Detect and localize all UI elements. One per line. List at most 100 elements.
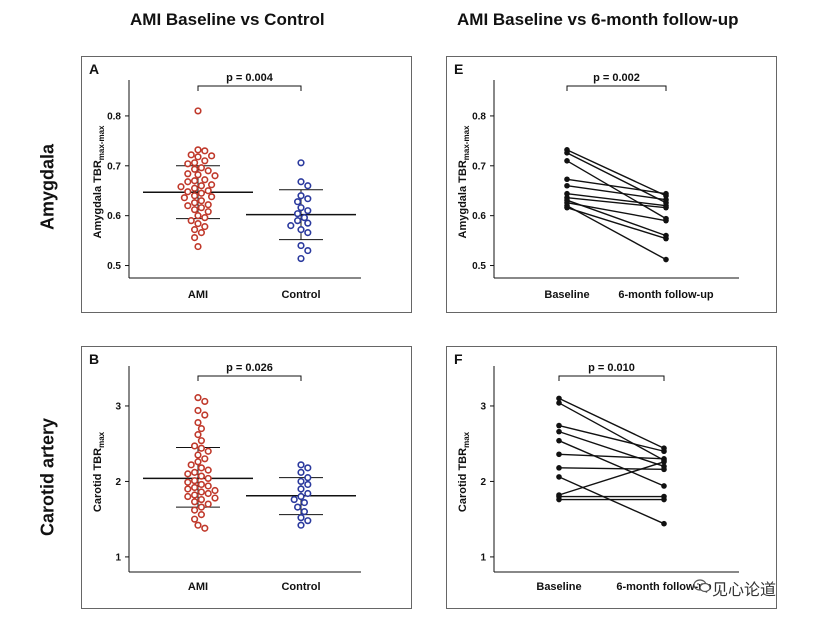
control-data-point xyxy=(297,192,305,200)
ami-data-point xyxy=(211,494,219,502)
y-axis-label: Carotid TBRmax xyxy=(92,431,106,512)
wechat-icon xyxy=(693,579,711,593)
ami-data-point xyxy=(194,521,202,529)
y-tick-label: 0.5 xyxy=(472,261,486,272)
ami-data-point xyxy=(208,193,216,201)
paired-line xyxy=(558,424,665,452)
ami-data-point xyxy=(197,164,205,172)
watermark-text: 见心论道 xyxy=(712,582,777,599)
ami-data-point xyxy=(197,229,205,237)
followup-data-point xyxy=(663,217,669,224)
ami-data-point xyxy=(197,437,205,445)
paired-line xyxy=(566,207,667,240)
ami-data-point xyxy=(184,178,192,186)
control-data-point xyxy=(304,480,312,489)
control-data-point xyxy=(297,178,305,186)
followup-data-point xyxy=(663,196,669,203)
control-data-point xyxy=(297,521,305,529)
panel-e-frame xyxy=(446,56,777,313)
ami-data-point xyxy=(180,194,188,202)
ami-data-point xyxy=(211,172,219,180)
y-axis-label: Amygdala TBRmax-max xyxy=(92,125,106,238)
control-data-point xyxy=(297,461,305,469)
ami-data-point xyxy=(197,197,205,205)
ami-data-point xyxy=(197,511,205,519)
y-axis-label-main: Amygdala TBR xyxy=(92,160,104,238)
x-category-label: Baseline xyxy=(536,581,581,593)
ami-data-point xyxy=(204,474,212,483)
x-category-label: AMI xyxy=(188,289,208,301)
ami-data-point xyxy=(194,394,202,402)
y-axis-label-subscript: max xyxy=(462,431,471,448)
ami-data-point xyxy=(201,397,209,406)
ami-data-point xyxy=(204,500,212,508)
y-tick-label: 2 xyxy=(480,477,486,488)
paired-line xyxy=(566,205,667,261)
ami-data-point xyxy=(187,461,195,469)
ami-data-point xyxy=(184,188,192,196)
panel-f-chart: F 1 2 3 Carotid TBRmax Baseline 6-month follow… xyxy=(454,351,739,593)
panel-b-frame xyxy=(81,346,412,609)
ami-data-point xyxy=(204,187,212,195)
panel-letter-e: E xyxy=(454,61,463,77)
ami-data-point xyxy=(204,466,212,474)
control-data-point xyxy=(300,508,308,516)
y-tick-label: 1 xyxy=(115,552,121,563)
panel-b-chart: B 1 2 3 Carotid TBRmax AMI Control p = 0.026 xyxy=(89,351,361,593)
y-tick-label: 0.6 xyxy=(472,211,486,222)
ami-data-point xyxy=(190,491,199,499)
p-value-label: p = 0.004 xyxy=(226,72,274,84)
control-data-point xyxy=(300,498,308,507)
followup-data-point xyxy=(661,466,667,473)
baseline-data-point xyxy=(556,428,562,435)
ami-data-point xyxy=(197,182,205,190)
ami-data-point xyxy=(208,152,216,160)
baseline-data-point xyxy=(556,474,562,480)
ami-data-point xyxy=(190,199,199,207)
paired-line xyxy=(566,149,667,197)
ami-data-point xyxy=(197,204,205,212)
ami-data-point xyxy=(197,495,205,504)
baseline-data-point xyxy=(556,496,562,503)
ami-data-point xyxy=(194,418,202,427)
p-value-label: p = 0.002 xyxy=(593,72,640,84)
x-category-label: Baseline xyxy=(544,289,589,301)
ami-data-point xyxy=(211,486,219,495)
ami-data-point xyxy=(177,183,185,191)
ami-data-point xyxy=(184,160,192,168)
ami-data-point xyxy=(204,447,212,455)
baseline-data-point xyxy=(556,451,562,458)
control-data-point xyxy=(297,204,305,212)
panel-a-frame xyxy=(81,56,412,313)
paired-line xyxy=(566,152,667,204)
ami-data-point xyxy=(204,201,212,209)
ami-data-point xyxy=(190,206,199,214)
ami-data-point xyxy=(190,483,199,492)
control-data-point xyxy=(294,210,302,218)
y-tick-label: 0.6 xyxy=(107,211,121,222)
followup-data-point xyxy=(661,448,667,455)
ami-data-point xyxy=(204,208,212,216)
ami-data-point xyxy=(201,176,209,184)
control-data-point xyxy=(304,219,312,227)
ami-data-point xyxy=(184,170,192,178)
ami-data-point xyxy=(208,181,216,189)
y-tick-label: 0.7 xyxy=(472,161,486,172)
paired-line xyxy=(558,476,665,525)
y-axis-label-main: Carotid TBR xyxy=(92,448,104,512)
y-axis-label: Carotid TBRmax xyxy=(457,431,471,512)
y-tick-label: 0.8 xyxy=(472,111,486,122)
ami-data-point xyxy=(201,157,209,165)
y-axis-label-subscript: max xyxy=(97,431,106,448)
ami-data-point xyxy=(194,220,202,228)
x-category-label: Control xyxy=(281,289,320,301)
paired-line xyxy=(566,178,667,195)
ami-data-point xyxy=(184,485,192,493)
ami-data-point xyxy=(197,189,205,197)
y-axis-label-subscript: max-max xyxy=(462,125,471,160)
control-data-point xyxy=(304,207,312,215)
control-data-point xyxy=(287,222,295,230)
followup-data-point xyxy=(663,256,669,263)
baseline-data-point xyxy=(564,150,570,156)
control-data-point xyxy=(297,254,305,263)
